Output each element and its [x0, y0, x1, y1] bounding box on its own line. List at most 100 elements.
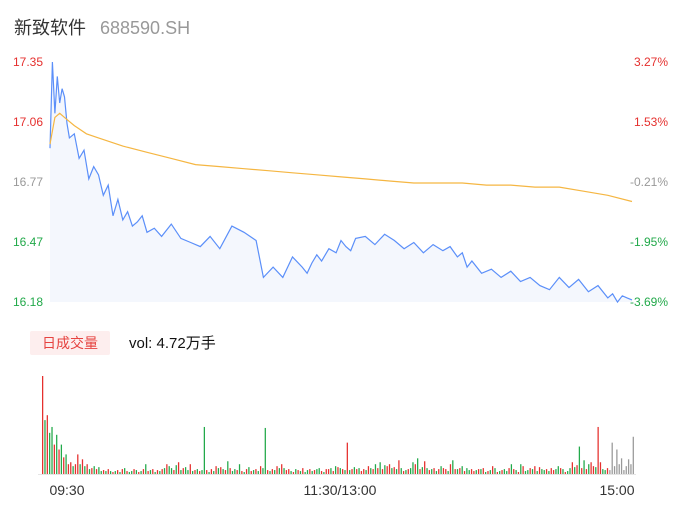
volume-bar — [98, 467, 100, 474]
volume-bar — [283, 468, 285, 474]
volume-bar — [405, 470, 407, 474]
volume-bar — [351, 469, 353, 474]
volume-bar — [468, 470, 470, 474]
volume-bar — [302, 468, 304, 474]
volume-bar — [564, 472, 566, 474]
volume-bar — [220, 467, 222, 474]
volume-bar — [571, 462, 573, 474]
volume-bar — [133, 469, 135, 474]
volume-bar — [597, 426, 599, 474]
volume-bar — [552, 470, 555, 474]
volume-bar — [461, 466, 463, 474]
volume-bar — [515, 470, 517, 474]
volume-bar — [142, 469, 145, 474]
volume-tab-label[interactable]: 日成交量 — [30, 331, 110, 355]
volume-bar — [299, 471, 302, 474]
volume-bar — [433, 468, 435, 474]
volume-bar — [346, 442, 348, 474]
volume-bar — [393, 467, 395, 474]
volume-bar — [180, 470, 182, 474]
volume-bar — [201, 470, 203, 474]
volume-bar — [281, 464, 283, 474]
volume-bar — [325, 469, 327, 474]
volume-bar — [599, 462, 602, 474]
volume-bar — [541, 469, 543, 474]
volume-bar — [365, 470, 367, 474]
volume-bar — [409, 468, 412, 474]
volume-bar — [398, 460, 400, 474]
volume-bar — [297, 470, 299, 474]
volume-bar — [379, 462, 381, 474]
volume-bar — [501, 470, 503, 474]
volume-bar — [356, 469, 358, 474]
volume-bar — [440, 466, 442, 474]
volume-bar — [574, 467, 576, 474]
volume-bar — [44, 420, 46, 474]
volume-bar — [170, 468, 173, 474]
volume-bar — [400, 468, 402, 474]
volume-bar — [438, 469, 440, 474]
volume-bar — [58, 449, 60, 474]
volume-bar — [562, 469, 564, 474]
price-line — [49, 61, 633, 304]
volume-bar — [189, 464, 191, 474]
volume-bar — [581, 468, 583, 474]
volume-bar — [503, 469, 506, 474]
volume-bar — [255, 469, 257, 474]
volume-bar — [538, 467, 541, 474]
volume-bar — [316, 469, 318, 474]
volume-bar — [306, 470, 309, 474]
volume-bar — [163, 468, 166, 474]
volume-bar — [330, 468, 332, 474]
volume-bar — [370, 468, 372, 474]
volume-bar — [477, 469, 480, 474]
volume-bar — [86, 464, 88, 474]
volume-bar — [555, 469, 557, 474]
volume-bar — [625, 466, 627, 474]
volume-bar — [187, 470, 189, 474]
y-tick-label-right: 3.27% — [634, 55, 668, 69]
volume-bar — [585, 469, 588, 474]
volume-bar — [360, 471, 363, 474]
stock-title: 新致软件 688590.SH — [14, 14, 190, 38]
price-area — [50, 62, 632, 302]
volume-bar — [534, 466, 536, 474]
volume-bar — [473, 471, 475, 474]
volume-bar — [182, 468, 184, 474]
volume-bar — [386, 466, 388, 474]
volume-bar — [269, 471, 271, 474]
volume-bar — [363, 469, 365, 474]
volume-bar — [217, 468, 220, 474]
volume-bar — [374, 464, 377, 474]
volume-bar — [569, 468, 571, 474]
volume-bar — [138, 472, 140, 474]
volume-bar — [447, 471, 449, 474]
volume-bar — [274, 470, 276, 474]
volume-bar — [147, 471, 149, 474]
volume-bar — [618, 464, 620, 474]
volume-bar — [627, 459, 630, 474]
volume-bar — [84, 466, 86, 474]
volume-bar — [466, 468, 468, 474]
y-tick-label-left: 16.47 — [13, 235, 43, 249]
volume-bar — [74, 464, 77, 474]
volume-bar — [578, 446, 581, 474]
volume-bar — [402, 471, 405, 474]
volume-bar — [276, 466, 278, 474]
volume-bar — [391, 468, 393, 474]
volume-bar — [407, 469, 409, 474]
volume-bar — [475, 470, 477, 474]
volume-bar — [259, 466, 262, 474]
volume-bar — [496, 472, 498, 474]
average-price-line — [49, 112, 633, 203]
volume-bar — [88, 469, 91, 474]
volume-bar — [344, 470, 346, 474]
y-tick-label-right: -1.95% — [630, 235, 668, 249]
volume-bar — [241, 471, 243, 474]
volume-bar — [290, 471, 292, 474]
volume-bar — [49, 432, 51, 474]
volume-bar — [449, 464, 452, 474]
volume-bar — [459, 468, 461, 474]
volume-bar — [119, 472, 121, 474]
